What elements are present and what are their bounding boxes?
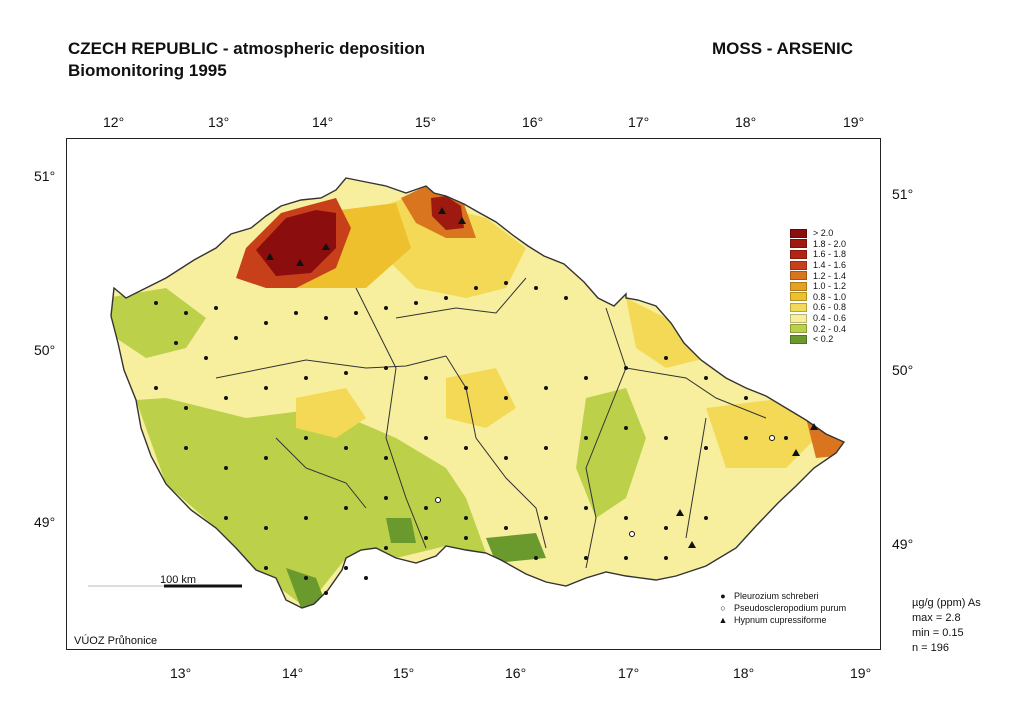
dot-icon: ● (720, 591, 726, 601)
legend-label: 1.4 - 1.6 (813, 260, 847, 271)
legend-item: 1.0 - 1.2 (790, 281, 846, 292)
scale-bar-label: 100 km (160, 574, 197, 586)
legend-swatch (790, 313, 807, 323)
legend-label: < 0.2 (813, 334, 834, 345)
hollow-circle-icon: ○ (720, 603, 726, 613)
lon-label-top: 19° (843, 114, 865, 130)
legend-label: 1.6 - 1.8 (813, 249, 847, 260)
lat-label-right: 50° (892, 362, 914, 378)
legend-label: 1.8 - 2.0 (813, 238, 847, 249)
legend-item: 1.6 - 1.8 (790, 249, 846, 260)
legend-swatch (790, 281, 807, 291)
legend-item: 0.2 - 0.4 (790, 323, 846, 334)
lat-label-left: 50° (34, 342, 56, 358)
color-legend: > 2.0 1.8 - 2.0 1.6 - 1.8 1.4 - 1.6 1.2 … (790, 228, 846, 345)
species-label: Pseudoscleropodium purum (734, 603, 847, 613)
legend-item: 1.4 - 1.6 (790, 260, 846, 271)
legend-label: 1.2 - 1.4 (813, 270, 847, 281)
species-legend: ● Pleurozium schreberi ○ Pseudoscleropodiu… (716, 590, 847, 626)
legend-item: 0.4 - 0.6 (790, 313, 846, 324)
legend-item: < 0.2 (790, 334, 846, 345)
legend-item: > 2.0 (790, 228, 846, 239)
lon-label-bottom: 16° (505, 665, 527, 681)
lon-label-top: 12° (103, 114, 125, 130)
lon-label-top: 13° (208, 114, 230, 130)
deposition-map (88, 177, 846, 609)
legend-swatch (790, 239, 807, 249)
legend-label: 1.0 - 1.2 (813, 281, 847, 292)
map-topic: MOSS - ARSENIC (712, 39, 854, 58)
lon-label-top: 14° (312, 114, 334, 130)
stats-unit: µg/g (ppm) As (912, 597, 981, 609)
lon-label-bottom: 18° (733, 665, 755, 681)
legend-swatch (790, 260, 807, 270)
lon-label-bottom: 19° (850, 665, 872, 681)
stats-block: µg/g (ppm) As max = 2.8 min = 0.15 n = 1… (912, 596, 981, 656)
lat-label-right: 49° (892, 536, 914, 552)
legend-swatch (790, 271, 807, 281)
credit-label: VÚOZ Průhonice (74, 635, 158, 647)
lon-label-top: 16° (522, 114, 544, 130)
species-label: Hypnum cupressiforme (734, 615, 827, 625)
legend-label: > 2.0 (813, 228, 834, 239)
legend-item: 0.6 - 0.8 (790, 302, 846, 313)
species-item: ○ Pseudoscleropodium purum (716, 602, 846, 614)
legend-swatch (790, 302, 807, 312)
legend-swatch (790, 334, 807, 344)
lon-label-bottom: 17° (618, 665, 640, 681)
lat-label-left: 49° (34, 514, 56, 530)
legend-item: 0.8 - 1.0 (790, 292, 846, 303)
legend-swatch (790, 228, 807, 238)
lon-label-bottom: 14° (282, 665, 304, 681)
lon-label-bottom: 15° (393, 665, 415, 681)
species-item: ● Pleurozium schreberi (716, 590, 846, 602)
legend-swatch (790, 324, 807, 334)
legend-label: 0.2 - 0.4 (813, 323, 847, 334)
lon-label-top: 17° (628, 114, 650, 130)
lat-label-right: 51° (892, 186, 914, 202)
lon-label-bottom: 13° (170, 665, 192, 681)
species-item: ▲ Hypnum cupressiforme (716, 614, 846, 626)
legend-item: 1.2 - 1.4 (790, 270, 846, 281)
legend-item: 1.8 - 2.0 (790, 239, 846, 250)
legend-swatch (790, 249, 807, 259)
map-title: CZECH REPUBLIC - atmospheric deposition (68, 39, 426, 58)
species-label: Pleurozium schreberi (734, 591, 819, 601)
lat-label-left: 51° (34, 168, 56, 184)
lon-label-top: 15° (415, 114, 437, 130)
legend-label: 0.4 - 0.6 (813, 313, 847, 324)
legend-label: 0.8 - 1.0 (813, 291, 847, 302)
legend-swatch (790, 292, 807, 302)
stats-n: n = 196 (912, 642, 950, 654)
stats-max: max = 2.8 (912, 612, 961, 624)
lon-label-top: 18° (735, 114, 757, 130)
legend-label: 0.6 - 0.8 (813, 302, 847, 313)
triangle-icon: ▲ (718, 615, 728, 625)
stats-min: min = 0.15 (912, 627, 964, 639)
map-subtitle: Biomonitoring 1995 (68, 61, 227, 80)
